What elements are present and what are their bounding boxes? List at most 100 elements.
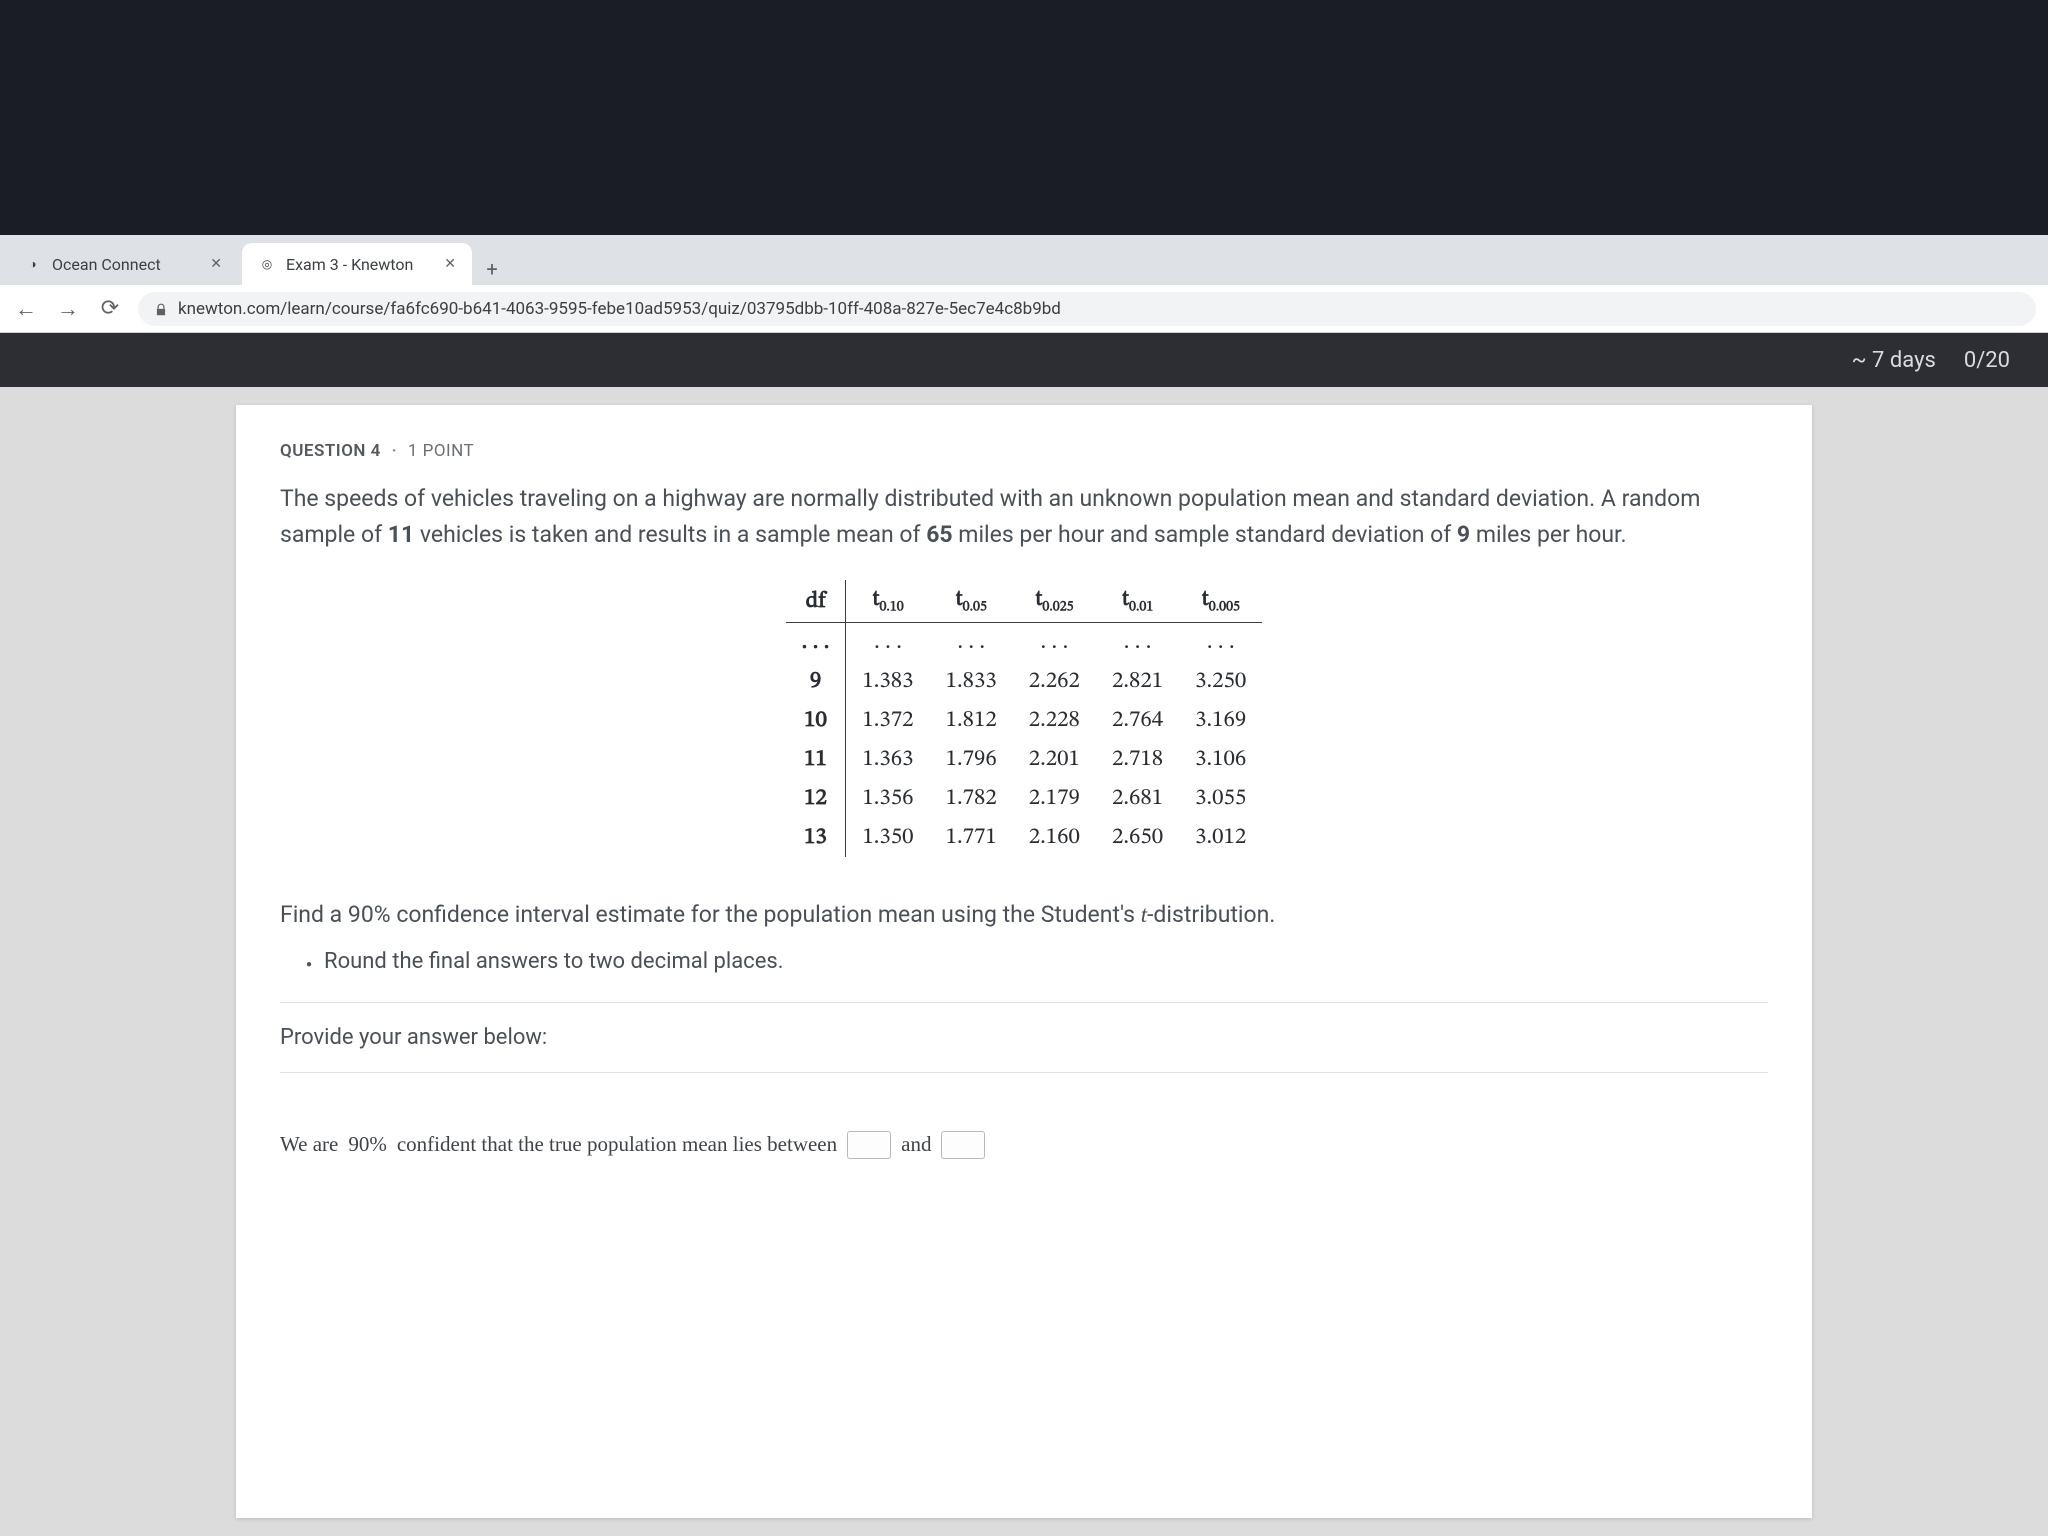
value-cell: 1.782	[930, 779, 1013, 818]
df-cell: 13	[786, 818, 846, 857]
value-cell: 2.718	[1096, 740, 1179, 779]
question-text-segment: miles per hour.	[1470, 521, 1626, 548]
ellipsis-cell: . . .	[1013, 622, 1096, 662]
question-points: 1 POINT	[408, 441, 474, 461]
value-cell: 2.228	[1013, 701, 1096, 740]
confidence-level: 90%	[348, 901, 391, 928]
instr-segment: -distribution.	[1147, 901, 1275, 928]
sample-sd: 9	[1457, 521, 1470, 548]
value-cell: 1.383	[846, 662, 930, 701]
df-cell: 11	[786, 740, 846, 779]
upper-bound-input[interactable]	[941, 1131, 985, 1159]
value-cell: 1.833	[930, 662, 1013, 701]
url-text: knewton.com/learn/course/fa6fc690-b641-4…	[178, 299, 1061, 319]
value-cell: 1.350	[846, 818, 930, 857]
ellipsis-cell: . . .	[786, 622, 846, 662]
value-cell: 1.812	[930, 701, 1013, 740]
address-bar[interactable]: knewton.com/learn/course/fa6fc690-b641-4…	[138, 292, 2036, 326]
instr-segment: Find a	[280, 901, 348, 928]
reload-button[interactable]: ⟳	[96, 295, 124, 323]
browser-toolbar: ← → ⟳ knewton.com/learn/course/fa6fc690-…	[0, 285, 2048, 333]
col-t005: t0.05	[930, 580, 1013, 622]
col-t010: t0.10	[846, 580, 930, 622]
value-cell: 2.821	[1096, 662, 1179, 701]
tab-strip: ◑ Ocean Connect ✕ ◎ Exam 3 - Knewton ✕ +	[0, 235, 2048, 285]
df-cell: 9	[786, 662, 846, 701]
sample-mean: 65	[926, 521, 952, 548]
question-instruction: Find a 90% confidence interval estimate …	[280, 897, 1768, 933]
question-text-segment: vehicles is taken and results in a sampl…	[414, 521, 926, 548]
ellipsis-cell: . . .	[930, 622, 1013, 662]
progress-indicator: 0/20	[1964, 348, 2010, 373]
value-cell: 3.250	[1179, 662, 1262, 701]
back-button[interactable]: ←	[12, 295, 40, 323]
answer-sentence: We are 90% confident that the true popul…	[280, 1131, 1768, 1159]
lock-icon	[154, 302, 168, 316]
value-cell: 1.363	[846, 740, 930, 779]
value-cell: 3.106	[1179, 740, 1262, 779]
ellipsis-cell: . . .	[846, 622, 930, 662]
browser-window: ◑ Ocean Connect ✕ ◎ Exam 3 - Knewton ✕ +…	[0, 235, 2048, 1536]
table-row: 131.3501.7712.1602.6503.012	[786, 818, 1263, 857]
t-table-container: df t0.10 t0.05 t0.025 t0.01 t0.005 . . .…	[280, 580, 1768, 857]
question-card: QUESTION 4 · 1 POINT The speeds of vehic…	[236, 405, 1812, 1518]
value-cell: 2.681	[1096, 779, 1179, 818]
value-cell: 3.012	[1179, 818, 1262, 857]
df-cell: 10	[786, 701, 846, 740]
provide-answer-label: Provide your answer below:	[280, 1002, 1768, 1073]
app-header: ~ 7 days 0/20	[0, 333, 2048, 387]
value-cell: 2.764	[1096, 701, 1179, 740]
table-header-row: df t0.10 t0.05 t0.025 t0.01 t0.005	[786, 580, 1263, 622]
value-cell: 2.650	[1096, 818, 1179, 857]
answer-and: and	[901, 1132, 931, 1157]
laptop-bezel	[0, 0, 2048, 235]
value-cell: 3.055	[1179, 779, 1262, 818]
value-cell: 2.179	[1013, 779, 1096, 818]
due-indicator: ~ 7 days	[1852, 348, 1936, 373]
table-row: 121.3561.7822.1792.6813.055	[786, 779, 1263, 818]
close-icon[interactable]: ✕	[444, 256, 456, 272]
ellipsis-cell: . . .	[1096, 622, 1179, 662]
value-cell: 1.771	[930, 818, 1013, 857]
new-tab-button[interactable]: +	[476, 253, 508, 285]
question-header: QUESTION 4 · 1 POINT	[280, 441, 1768, 461]
table-row: 91.3831.8332.2622.8213.250	[786, 662, 1263, 701]
sample-size: 11	[388, 521, 414, 548]
bullet-text: Round the final answers to two decimal p…	[324, 949, 783, 974]
rounding-note: ● Round the final answers to two decimal…	[306, 949, 1768, 974]
ellipsis-cell: . . .	[1179, 622, 1262, 662]
favicon-knewton: ◎	[258, 255, 276, 273]
value-cell: 1.796	[930, 740, 1013, 779]
answer-mid: confident that the true population mean …	[397, 1132, 837, 1157]
page-background: QUESTION 4 · 1 POINT The speeds of vehic…	[0, 387, 2048, 1536]
col-t0025: t0.025	[1013, 580, 1096, 622]
table-row: 101.3721.8122.2282.7643.169	[786, 701, 1263, 740]
tab-exam3-knewton[interactable]: ◎ Exam 3 - Knewton ✕	[242, 243, 472, 285]
bullet-icon: ●	[306, 959, 312, 970]
value-cell: 1.372	[846, 701, 930, 740]
close-icon[interactable]: ✕	[210, 256, 222, 272]
question-text: The speeds of vehicles traveling on a hi…	[280, 481, 1768, 552]
value-cell: 3.169	[1179, 701, 1262, 740]
separator-dot: ·	[392, 441, 397, 461]
table-row: 111.3631.7962.2012.7183.106	[786, 740, 1263, 779]
df-cell: 12	[786, 779, 846, 818]
instr-segment: confidence interval estimate for the pop…	[391, 901, 1141, 928]
value-cell: 2.201	[1013, 740, 1096, 779]
tab-title: Ocean Connect	[52, 255, 161, 274]
forward-button[interactable]: →	[54, 295, 82, 323]
col-df: df	[786, 580, 846, 622]
value-cell: 1.356	[846, 779, 930, 818]
question-text-segment: miles per hour and sample standard devia…	[953, 521, 1457, 548]
col-t0005: t0.005	[1179, 580, 1262, 622]
tab-ocean-connect[interactable]: ◑ Ocean Connect ✕	[8, 243, 238, 285]
answer-pre: We are	[280, 1132, 338, 1157]
value-cell: 2.262	[1013, 662, 1096, 701]
tab-title: Exam 3 - Knewton	[286, 255, 413, 274]
lower-bound-input[interactable]	[847, 1131, 891, 1159]
answer-pct: 90%	[348, 1132, 387, 1157]
value-cell: 2.160	[1013, 818, 1096, 857]
question-number: QUESTION 4	[280, 441, 381, 461]
t-distribution-table: df t0.10 t0.05 t0.025 t0.01 t0.005 . . .…	[786, 580, 1263, 857]
favicon-ocean: ◑	[24, 255, 42, 273]
